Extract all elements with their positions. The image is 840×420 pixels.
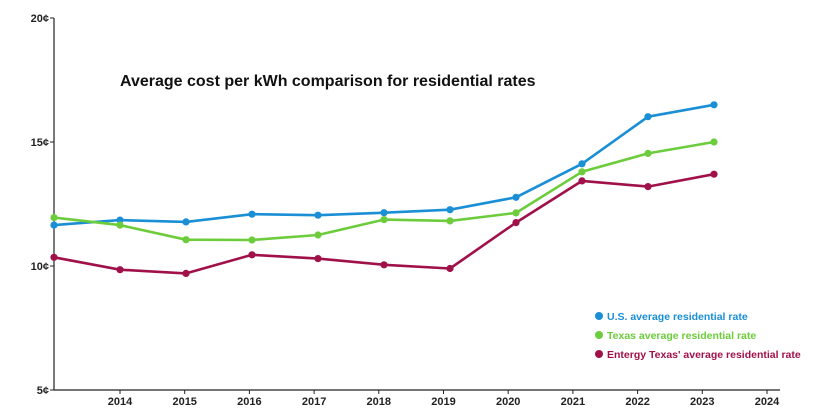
x-tick-label: 2022 — [625, 396, 649, 408]
data-point-series-2 — [314, 255, 322, 263]
data-point-series-2 — [248, 251, 256, 259]
data-point-series-0 — [50, 221, 58, 229]
x-tick-label: 2014 — [108, 396, 133, 408]
data-point-series-0 — [446, 206, 454, 214]
legend-item-us: U.S. average residential rate — [595, 311, 748, 323]
data-point-series-1 — [578, 168, 586, 176]
legend-item-texas: Texas average residential rate — [595, 330, 756, 342]
data-point-series-0 — [380, 209, 388, 217]
data-point-series-1 — [644, 149, 652, 157]
y-tick-label: 5¢ — [37, 385, 49, 397]
data-point-series-0 — [248, 210, 256, 218]
legend-label-entergy: Entergy Texas' average residential rate — [607, 349, 801, 361]
legend-label-us: U.S. average residential rate — [607, 311, 748, 323]
data-point-series-2 — [380, 261, 388, 269]
y-tick-label: 15¢ — [31, 137, 49, 149]
data-point-series-2 — [578, 177, 586, 185]
legend-marker-us — [595, 312, 603, 320]
y-tick-label: 10¢ — [31, 261, 49, 273]
data-point-series-1 — [116, 221, 124, 229]
data-point-series-0 — [578, 160, 586, 168]
x-tick-label: 2019 — [431, 396, 455, 408]
series-line-1 — [52, 140, 716, 242]
legend: U.S. average residential rate Texas aver… — [595, 311, 801, 361]
x-tick-label: 2021 — [561, 396, 585, 408]
data-point-series-1 — [314, 231, 322, 239]
data-point-series-2 — [512, 219, 520, 227]
data-point-series-2 — [50, 253, 58, 261]
x-axis-ticks: 2014 2015 2016 2017 2018 2019 2020 2021 2022 2023… — [108, 390, 780, 408]
legend-marker-texas — [595, 331, 603, 339]
data-point-series-1 — [512, 209, 520, 217]
data-point-series-2 — [116, 266, 124, 274]
data-point-series-0 — [182, 218, 190, 226]
data-point-series-0 — [116, 216, 124, 224]
x-tick-label: 2016 — [237, 396, 261, 408]
data-point-series-0 — [710, 101, 718, 109]
x-tick-label: 2024 — [755, 396, 780, 408]
series-line-0 — [52, 103, 716, 227]
series-layer — [50, 101, 718, 277]
data-point-series-2 — [644, 183, 652, 191]
x-tick-label: 2020 — [496, 396, 520, 408]
data-point-series-1 — [380, 216, 388, 224]
chart-title: Average cost per kWh comparison for resi… — [120, 73, 536, 90]
data-point-series-2 — [182, 269, 190, 277]
data-point-series-1 — [182, 236, 190, 244]
x-tick-label: 2017 — [302, 396, 326, 408]
x-tick-label: 2023 — [690, 396, 714, 408]
data-point-series-1 — [710, 138, 718, 146]
legend-item-entergy: Entergy Texas' average residential rate — [595, 349, 801, 361]
data-point-series-1 — [248, 236, 256, 244]
data-point-series-2 — [710, 170, 718, 178]
data-point-series-2 — [446, 264, 454, 273]
data-point-series-0 — [512, 193, 520, 201]
y-tick-label: 20¢ — [31, 13, 49, 25]
x-tick-label: 2018 — [367, 396, 391, 408]
series-line-2 — [52, 172, 716, 275]
legend-marker-entergy — [595, 350, 603, 358]
data-point-series-1 — [446, 217, 454, 225]
data-point-series-1 — [50, 214, 58, 222]
data-point-series-0 — [644, 113, 652, 121]
y-axis-ticks: 5¢ 10¢ 15¢ 20¢ — [31, 13, 54, 397]
x-tick-label: 2015 — [172, 396, 196, 408]
legend-label-texas: Texas average residential rate — [607, 330, 756, 342]
data-point-series-0 — [314, 211, 322, 219]
